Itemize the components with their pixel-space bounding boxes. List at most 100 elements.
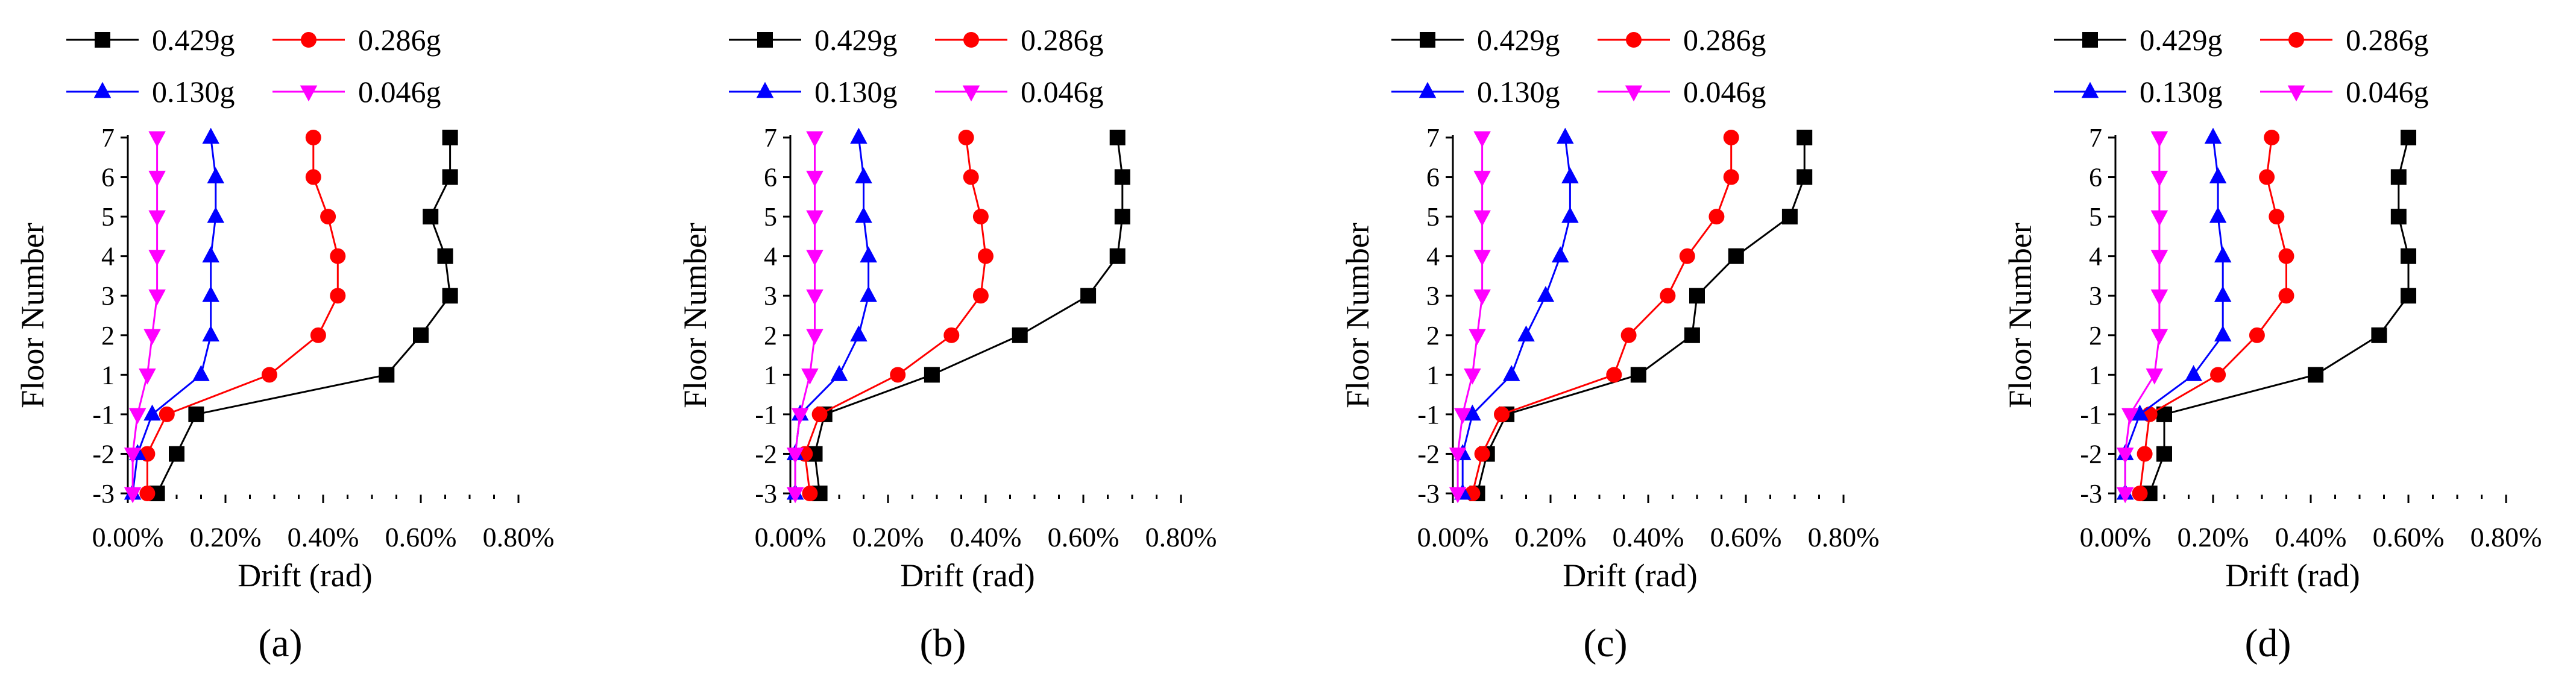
y-tick-label: 5: [2089, 202, 2102, 232]
data-point: [379, 367, 395, 383]
legend-entry: 0.429g: [2054, 23, 2223, 57]
data-point: [2210, 367, 2226, 383]
data-point: [806, 250, 824, 266]
legend-marker: [963, 32, 979, 48]
data-point: [1606, 367, 1622, 383]
data-point: [2401, 248, 2416, 264]
legend-marker: [93, 81, 112, 98]
series-line: [1456, 138, 1484, 493]
data-point: [139, 368, 156, 385]
chart-panel: 0.429g 0.286g 0.130g 0.046g -3 -2 -1 1 2 3 4 5 6 7 0.0…: [677, 23, 1217, 665]
data-point: [2401, 288, 2416, 304]
data-point: [806, 329, 824, 346]
data-point: [1502, 365, 1520, 381]
y-tick-label: 7: [1426, 123, 1440, 153]
data-point: [2209, 206, 2227, 223]
data-point: [2259, 169, 2275, 185]
data-point: [207, 206, 225, 223]
data-point: [1781, 209, 1798, 225]
y-tick-label: 4: [101, 242, 115, 271]
data-point: [261, 367, 277, 383]
data-point: [860, 246, 877, 263]
y-tick-label: 2: [101, 321, 115, 350]
legend-entry: 0.046g: [935, 75, 1104, 109]
y-tick-label: 1: [2089, 360, 2102, 390]
data-point: [1557, 127, 1574, 144]
x-axis-label: Drift (rad): [238, 557, 372, 594]
x-tick-label: 0.00%: [92, 522, 164, 553]
y-tick-label: 1: [1426, 360, 1440, 390]
y-axis-label: Floor Number: [14, 223, 51, 408]
data-point: [806, 289, 824, 306]
y-tick-label: 7: [2089, 123, 2102, 153]
data-point: [2371, 327, 2387, 343]
panel-label: (a): [258, 621, 302, 665]
legend-entry: 0.130g: [1391, 75, 1560, 109]
data-point: [924, 367, 940, 383]
legend-entry: 0.286g: [2260, 23, 2429, 57]
data-point: [1684, 327, 1700, 343]
legend-label: 0.286g: [2346, 23, 2429, 57]
data-point: [2204, 127, 2222, 144]
data-point: [1689, 288, 1705, 304]
data-point: [148, 131, 166, 148]
legend-entry: 0.046g: [272, 75, 441, 109]
series-line: [804, 137, 987, 494]
legend-entry: 0.130g: [2054, 75, 2223, 109]
legend-label: 0.046g: [358, 75, 441, 109]
data-point: [806, 171, 824, 187]
data-point: [148, 289, 166, 306]
series-line: [2149, 137, 2410, 494]
y-tick-label: -2: [755, 439, 777, 469]
y-tick-label: 1: [764, 360, 777, 390]
series-line: [156, 138, 452, 494]
legend-entry: 0.286g: [272, 23, 441, 57]
data-point: [2146, 368, 2164, 385]
legend-marker: [2287, 85, 2305, 102]
data-point: [1660, 288, 1676, 304]
chart-panel: 0.429g 0.286g 0.130g 0.046g -3 -2 -1 1 2 3 4 5 6 7 0.0…: [2002, 23, 2542, 665]
y-tick-label: 7: [101, 123, 115, 153]
series-line: [794, 137, 870, 493]
data-point: [1474, 446, 1490, 462]
chart-panel: 0.429g 0.286g 0.130g 0.046g -3 -2 -1 1 2 3 4 5 6 7 0.0…: [14, 23, 554, 665]
y-tick-label: 6: [2089, 163, 2102, 192]
y-tick-label: 6: [764, 163, 777, 192]
data-point: [1473, 289, 1491, 306]
y-tick-label: 2: [2089, 321, 2102, 350]
x-tick-label: 0.20%: [1515, 522, 1587, 553]
data-point: [1114, 209, 1130, 225]
y-tick-label: -3: [1417, 479, 1440, 508]
panel-label: (c): [1583, 621, 1627, 665]
data-point: [143, 404, 161, 421]
data-point: [1561, 206, 1579, 223]
y-axis-label: Floor Number: [1340, 223, 1376, 408]
y-tick-label: -1: [2080, 400, 2102, 429]
data-point: [2116, 487, 2134, 504]
legend-label: 0.429g: [152, 23, 235, 57]
y-tick-label: 7: [764, 123, 777, 153]
y-tick-label: 2: [764, 321, 777, 350]
data-point: [1551, 246, 1569, 263]
data-point: [963, 169, 979, 185]
data-point: [148, 210, 166, 227]
y-tick-label: -1: [92, 400, 115, 429]
data-point: [1620, 327, 1637, 343]
data-point: [139, 486, 156, 501]
legend-label: 0.130g: [2140, 75, 2223, 109]
y-tick-label: -3: [92, 479, 115, 508]
data-point: [128, 408, 146, 425]
legend-entry: 0.429g: [729, 23, 898, 57]
data-point: [1012, 327, 1028, 343]
data-point: [202, 325, 219, 342]
series-line: [813, 137, 1124, 494]
legend-label: 0.429g: [814, 23, 898, 57]
data-point: [330, 248, 346, 264]
legend-marker: [300, 85, 318, 102]
y-tick-label: 4: [2089, 242, 2102, 271]
series-line: [794, 138, 816, 493]
data-point: [442, 130, 458, 145]
data-point: [1469, 329, 1486, 346]
data-point: [2214, 246, 2232, 263]
